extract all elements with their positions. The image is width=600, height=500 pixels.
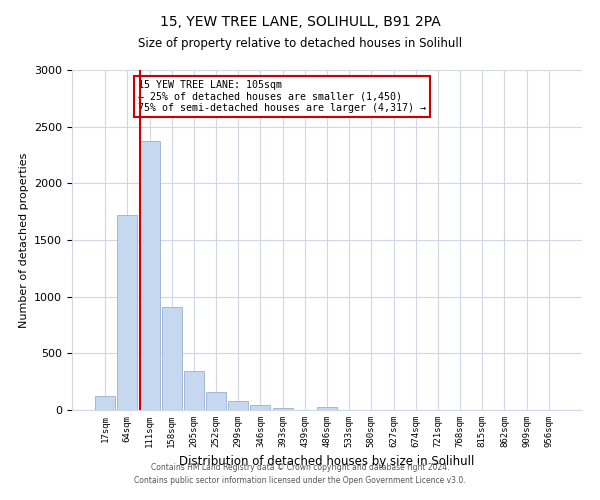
Bar xyxy=(317,406,337,410)
Text: 15, YEW TREE LANE, SOLIHULL, B91 2PA: 15, YEW TREE LANE, SOLIHULL, B91 2PA xyxy=(160,15,440,29)
Bar xyxy=(118,215,137,410)
Text: Contains HM Land Registry data © Crown copyright and database right 2024.
Contai: Contains HM Land Registry data © Crown c… xyxy=(134,463,466,485)
Bar xyxy=(95,396,115,410)
Bar xyxy=(272,408,293,410)
Bar xyxy=(228,401,248,410)
Bar xyxy=(206,392,226,410)
Text: Size of property relative to detached houses in Solihull: Size of property relative to detached ho… xyxy=(138,38,462,51)
Bar xyxy=(162,307,182,410)
X-axis label: Distribution of detached houses by size in Solihull: Distribution of detached houses by size … xyxy=(179,456,475,468)
Bar xyxy=(250,406,271,410)
Text: 15 YEW TREE LANE: 105sqm
← 25% of detached houses are smaller (1,450)
75% of sem: 15 YEW TREE LANE: 105sqm ← 25% of detach… xyxy=(139,80,426,114)
Bar xyxy=(140,142,160,410)
Y-axis label: Number of detached properties: Number of detached properties xyxy=(19,152,29,328)
Bar xyxy=(184,371,204,410)
